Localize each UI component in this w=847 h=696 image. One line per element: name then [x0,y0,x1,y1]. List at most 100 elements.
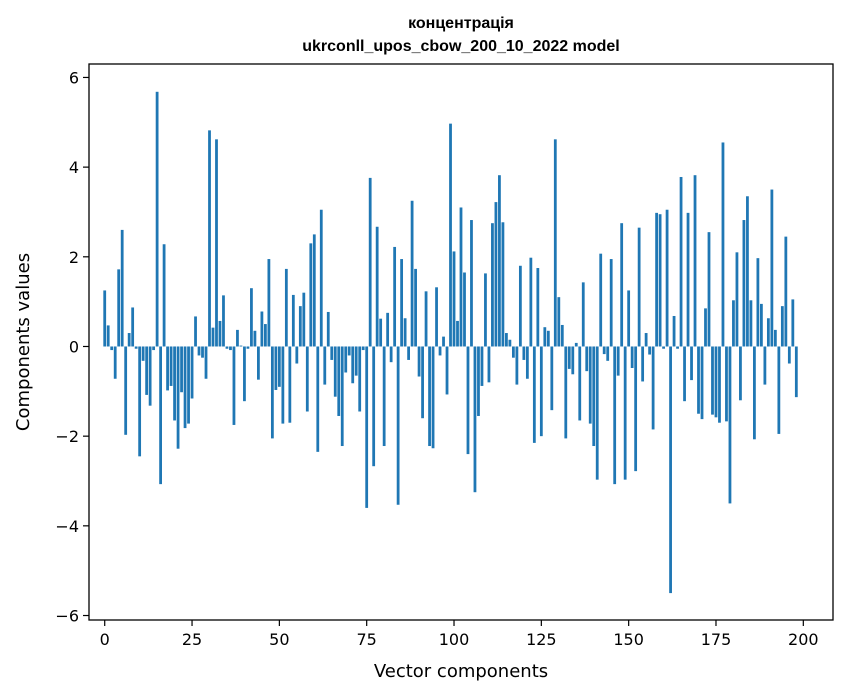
y-tick-label: −2 [55,427,79,446]
bar [194,316,197,347]
bar [763,346,767,385]
bar [319,209,323,347]
bar [627,290,631,347]
bar [264,324,267,347]
chart-subtitle: ukrconll_upos_cbow_200_10_2022 model [302,38,619,55]
bar [585,346,589,372]
bar [302,292,306,347]
bar [225,346,229,349]
bar [480,346,484,386]
bar [187,346,190,424]
x-tick-label: 25 [182,630,202,649]
x-axis-ticks: 0 25 50 75 100 125 150 175 200 [100,620,819,649]
bar [148,346,152,406]
bar [281,346,285,424]
bar [662,346,665,349]
bar [787,346,791,364]
bar [110,346,114,351]
bar [396,346,400,505]
bar [407,346,410,360]
x-tick-label: 175 [701,630,732,649]
plot-frame [88,63,834,621]
bar [620,223,624,347]
bar [288,346,292,423]
bar [518,265,522,347]
bar [236,329,239,347]
bar [421,346,424,419]
bar [354,346,358,376]
bar [152,346,156,351]
bar [749,300,753,347]
bar [333,346,337,397]
bar [270,346,274,439]
bar [312,234,316,347]
bar [113,346,117,379]
bar [176,346,180,449]
bar [368,177,372,347]
bar [180,346,183,393]
bar [777,346,781,434]
bar [602,346,606,355]
bar [452,251,456,347]
bar [424,291,428,347]
bar [599,253,603,347]
bar [257,346,260,380]
bar [382,346,386,447]
bar [229,346,232,351]
bar [655,212,658,347]
bar [623,346,627,480]
bar [704,308,707,347]
bar [718,346,721,423]
x-tick-label: 125 [526,630,557,649]
bar [553,139,557,347]
bar [463,272,466,347]
bar [445,346,449,395]
bar [305,346,309,412]
bar [215,139,218,347]
bar [326,311,330,347]
bar [512,346,515,358]
bar [347,346,351,356]
bar [295,346,299,364]
bar [134,346,138,349]
bar [753,346,756,440]
bar [546,330,550,347]
bar [508,339,512,347]
bar [208,130,211,347]
bar [679,176,683,347]
bar [141,346,145,361]
bar [529,257,533,347]
bar [155,91,159,347]
bar [683,346,686,402]
bar [138,346,142,457]
bar [700,346,704,420]
bar [466,346,470,455]
bar [428,346,431,447]
bar [218,320,222,347]
bar [344,346,348,373]
x-tick-label: 150 [613,630,644,649]
bar [672,315,676,347]
bar [791,299,795,347]
bar [676,346,679,349]
x-tick-label: 75 [357,630,377,649]
bar [470,220,473,347]
bar [571,346,575,375]
bar [491,223,494,347]
bar [697,346,700,414]
bar [211,327,215,347]
bar [693,175,697,347]
bar [557,297,561,347]
bar [735,252,739,347]
bar [190,346,194,399]
bar [669,346,672,594]
bar [358,346,362,412]
bar [644,333,648,347]
bar [316,346,320,452]
bar [253,330,257,347]
bar [637,227,641,347]
bar [351,346,355,384]
bar [166,346,169,391]
bar [766,318,770,347]
